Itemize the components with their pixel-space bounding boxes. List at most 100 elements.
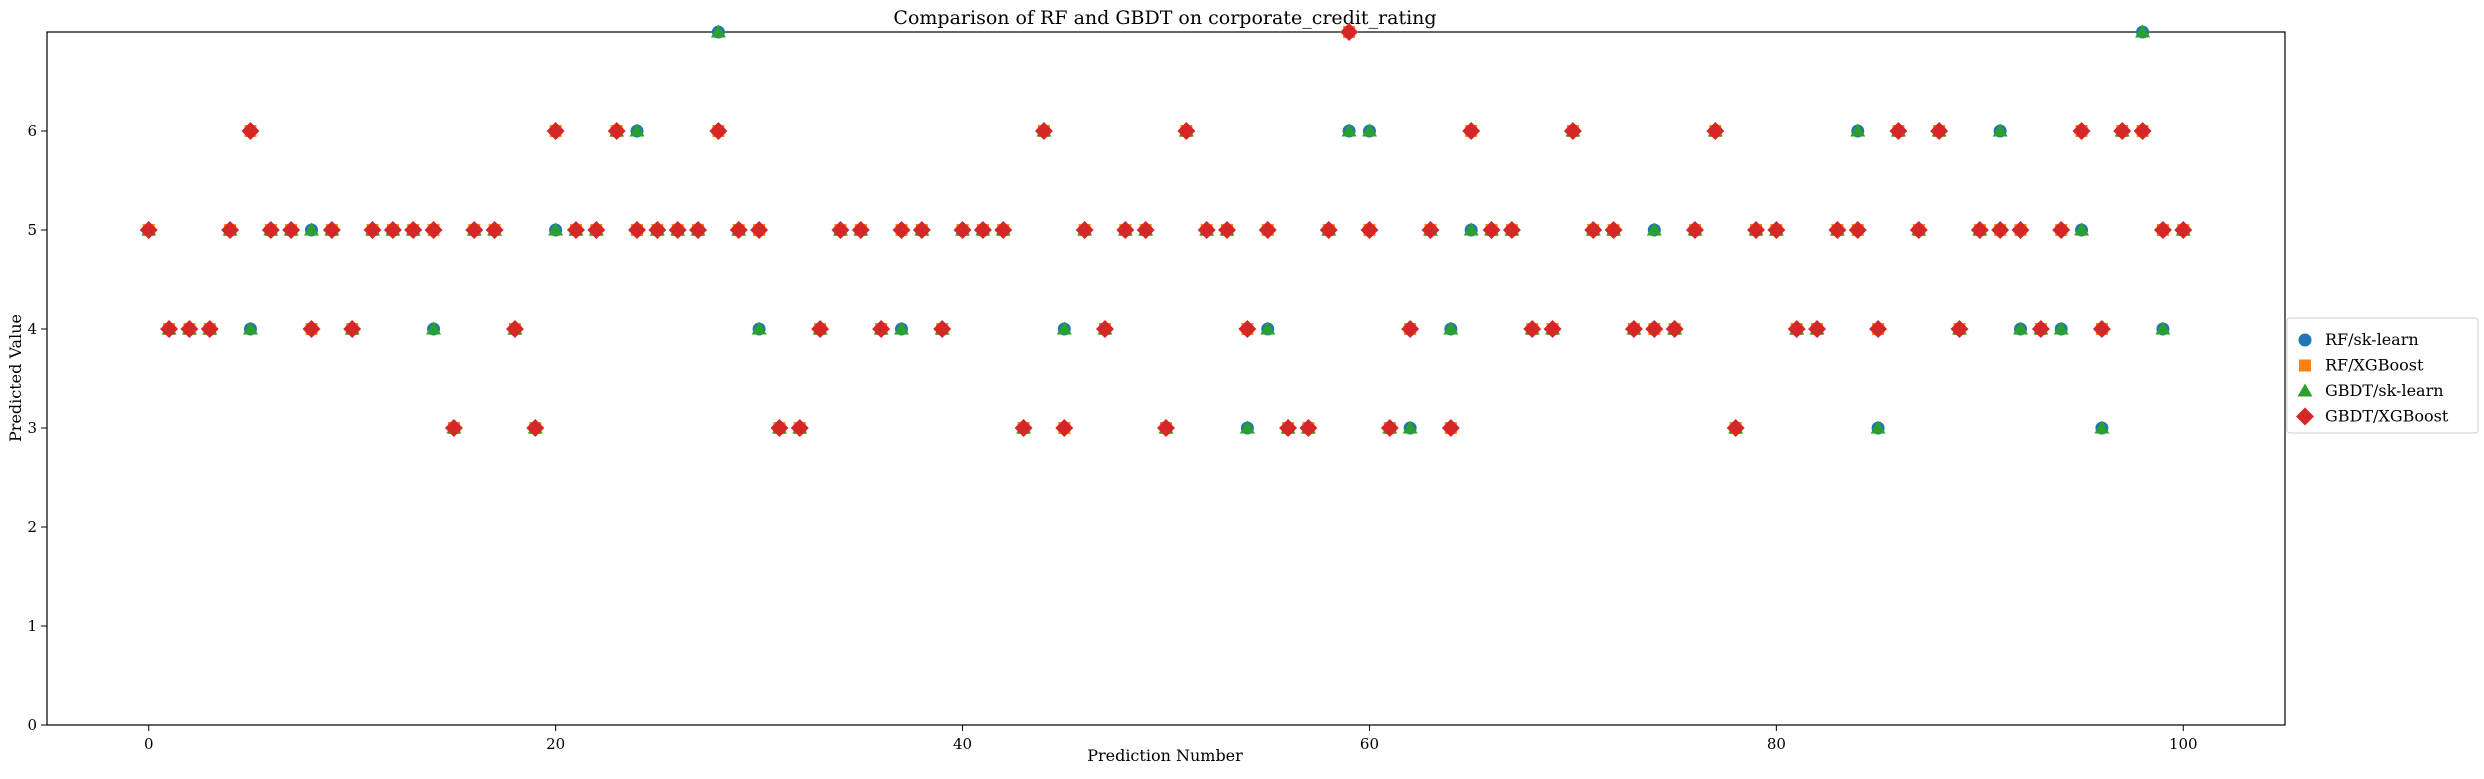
data-point xyxy=(343,320,362,338)
data-point xyxy=(892,221,911,239)
series-gbdt-xgboost xyxy=(139,23,2193,437)
data-point xyxy=(2094,420,2110,434)
data-point xyxy=(1970,221,1989,239)
data-point xyxy=(1950,320,1969,338)
data-point xyxy=(1828,221,1847,239)
data-point xyxy=(2153,221,2172,239)
y-tick-label: 5 xyxy=(27,221,37,239)
data-point xyxy=(1482,221,1501,239)
data-point xyxy=(1543,320,1562,338)
data-point xyxy=(1402,420,1418,434)
data-point xyxy=(1239,420,1255,434)
x-tick-label: 80 xyxy=(1767,735,1786,753)
data-point xyxy=(1238,320,1257,338)
data-point xyxy=(1726,419,1745,437)
data-point xyxy=(811,320,830,338)
data-point xyxy=(2135,24,2151,38)
legend-box xyxy=(2286,317,2479,434)
data-point xyxy=(1645,320,1664,338)
data-point xyxy=(770,419,789,437)
legend-label: RF/XGBoost xyxy=(2325,356,2424,375)
data-point xyxy=(648,221,667,239)
data-point xyxy=(1340,23,1359,41)
data-point xyxy=(2155,321,2171,335)
series-rf-sk-learn xyxy=(142,25,2190,435)
data-point xyxy=(1848,221,1867,239)
data-point xyxy=(1258,221,1277,239)
data-point xyxy=(1462,122,1481,140)
data-point xyxy=(790,419,809,437)
data-point xyxy=(607,122,626,140)
data-point xyxy=(200,320,219,338)
data-point xyxy=(241,122,260,140)
data-point xyxy=(1056,321,1072,335)
data-point xyxy=(894,321,910,335)
data-point xyxy=(1218,221,1237,239)
data-point xyxy=(1909,221,1928,239)
data-point xyxy=(1646,222,1662,236)
data-point xyxy=(221,221,240,239)
legend-marker xyxy=(2296,407,2314,426)
data-point xyxy=(404,221,423,239)
data-point xyxy=(587,221,606,239)
data-point xyxy=(2174,221,2193,239)
data-point xyxy=(1014,419,1033,437)
data-point xyxy=(242,321,258,335)
legend-marker xyxy=(2299,359,2311,372)
data-point xyxy=(548,222,564,236)
data-point xyxy=(1421,221,1440,239)
data-point xyxy=(953,221,972,239)
data-point xyxy=(1808,320,1827,338)
data-point xyxy=(710,24,726,38)
data-point xyxy=(1136,221,1155,239)
data-point xyxy=(139,221,158,239)
data-point xyxy=(383,221,402,239)
data-point xyxy=(1870,420,1886,434)
y-tick-label: 3 xyxy=(27,419,37,437)
data-point xyxy=(1197,221,1216,239)
x-tick-label: 20 xyxy=(546,735,565,753)
data-point xyxy=(2011,221,2030,239)
data-point xyxy=(1441,419,1460,437)
data-point xyxy=(1747,221,1766,239)
data-point xyxy=(709,122,728,140)
data-points xyxy=(139,23,2193,437)
data-point xyxy=(1665,320,1684,338)
data-point xyxy=(1034,122,1053,140)
data-point xyxy=(994,221,1013,239)
data-point xyxy=(2052,221,2071,239)
data-point xyxy=(629,123,645,137)
data-point xyxy=(1706,122,1725,140)
data-point xyxy=(1889,122,1908,140)
data-point xyxy=(1523,320,1542,338)
data-point xyxy=(1341,123,1357,137)
legend-label: GBDT/sk-learn xyxy=(2325,381,2444,400)
data-point xyxy=(160,320,179,338)
data-point xyxy=(689,221,708,239)
data-point xyxy=(526,419,545,437)
x-tick-label: 0 xyxy=(144,735,154,753)
data-point xyxy=(2013,321,2029,335)
data-point xyxy=(1584,221,1603,239)
data-point xyxy=(1360,221,1379,239)
y-tick-label: 2 xyxy=(27,518,37,536)
data-point xyxy=(426,321,442,335)
data-point xyxy=(1319,221,1338,239)
data-point xyxy=(1380,419,1399,437)
x-tick-label: 60 xyxy=(1360,735,1379,753)
data-point xyxy=(872,320,891,338)
data-point xyxy=(1361,123,1377,137)
data-point xyxy=(1279,419,1298,437)
data-point xyxy=(1624,320,1643,338)
data-point xyxy=(668,221,687,239)
data-point xyxy=(1177,122,1196,140)
plot-frame xyxy=(46,31,2286,726)
data-point xyxy=(485,221,504,239)
series-gbdt-sk-learn xyxy=(141,24,2191,434)
data-point xyxy=(465,221,484,239)
data-point xyxy=(831,221,850,239)
x-axis-label: Prediction Number xyxy=(1087,746,1243,765)
data-point xyxy=(282,221,301,239)
data-point xyxy=(973,221,992,239)
